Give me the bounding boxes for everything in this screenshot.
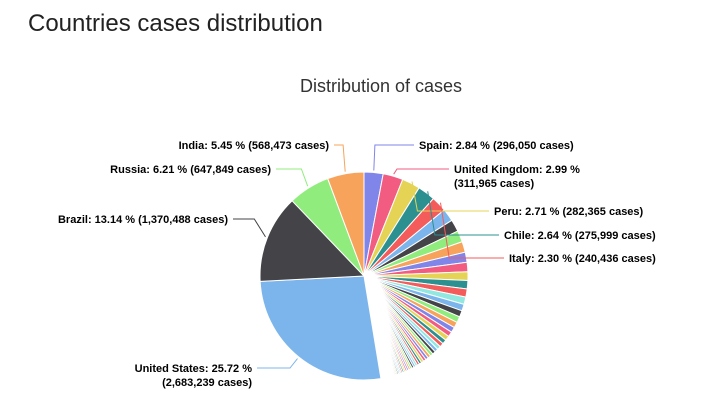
connector-russia — [276, 168, 309, 187]
connector-united-states — [257, 358, 298, 369]
label-spain: Spain: 2.84 % (296,050 cases) — [419, 140, 574, 152]
label-brazil: Brazil: 13.14 % (1,370,488 cases) — [58, 214, 228, 226]
label-connectors — [233, 144, 504, 369]
data-labels: United States: 25.72 % (2,683,239 cases) B… — [58, 140, 656, 389]
label-peru: Peru: 2.71 % (282,365 cases) — [494, 206, 644, 218]
label-russia: Russia: 6.21 % (647,849 cases) — [110, 164, 271, 176]
chart-title: Distribution of cases — [300, 76, 462, 96]
connector-italy — [440, 202, 504, 259]
label-india: India: 5.45 % (568,473 cases) — [179, 140, 330, 152]
label-united-states-line2: (2,683,239 cases) — [162, 377, 252, 389]
connector-brazil — [233, 218, 266, 238]
connector-india — [334, 144, 346, 172]
label-united-states: United States: 25.72 % — [135, 363, 253, 375]
connector-chile — [427, 191, 499, 236]
slice-united-states[interactable] — [259, 275, 382, 381]
connector-united-kingdom — [393, 168, 449, 175]
label-united-kingdom-line2: (311,965 cases) — [454, 178, 534, 190]
connector-peru — [411, 181, 489, 212]
slice-brazil[interactable] — [259, 200, 365, 282]
pie-slices — [259, 171, 469, 381]
label-italy: Italy: 2.30 % (240,436 cases) — [509, 253, 656, 265]
label-united-kingdom: United Kingdom: 2.99 % — [454, 164, 580, 176]
page-title: Countries cases distribution — [28, 10, 323, 37]
connector-spain — [373, 144, 414, 171]
slice-india[interactable] — [327, 171, 365, 277]
label-chile: Chile: 2.64 % (275,999 cases) — [504, 230, 656, 242]
